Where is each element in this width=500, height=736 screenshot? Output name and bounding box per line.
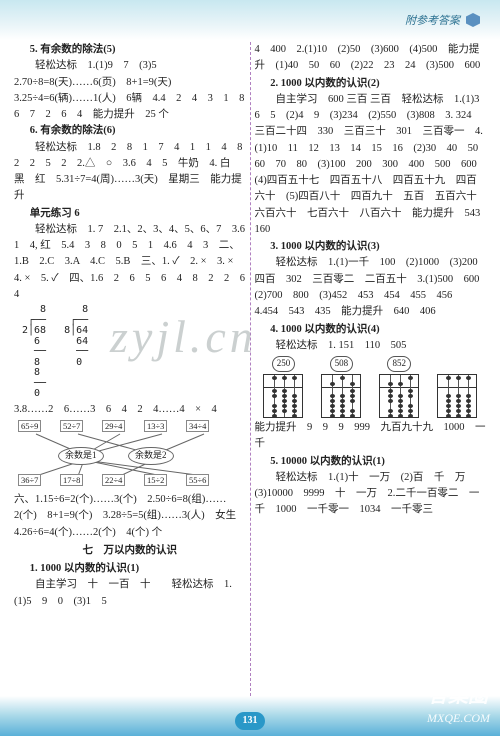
net-top-3: 13÷3 [144, 420, 167, 432]
body-text: 轻松达标 1. 151 110 505 [255, 340, 407, 351]
body-text: 能力提升 9 9 9 999 九百九十九 1000 一千 [255, 422, 486, 449]
abacus-frame [379, 374, 419, 418]
left-column: 5. 有余数的除法(5) 轻松达标 1.(1)9 7 (3)5 2.70÷8=8… [14, 42, 246, 696]
net-bot-1: 17÷8 [60, 474, 83, 486]
right-column: 4 400 2.(1)10 (2)50 (3)600 (4)500 能力提升 (… [255, 42, 487, 696]
body-text: 六、1.15÷6=2(个)……3(个) 2.50÷6=8(组)……2(个) 8+… [14, 494, 247, 538]
section-title: 3. 1000 以内数的认识(3) [255, 239, 487, 255]
abacus: 852 [378, 356, 420, 418]
section-title: 4. 1000 以内数的认识(4) [255, 322, 487, 338]
abacus [436, 374, 478, 418]
net-bot-4: 55÷6 [186, 474, 209, 486]
long-division-2: 8 ┌── 8│64 64 ── 0 [64, 305, 88, 400]
section-title: 5. 10000 以内数的认识(1) [255, 454, 487, 470]
section-title: 6. 有余数的除法(6) [14, 123, 246, 139]
net-top-4: 34÷4 [186, 420, 209, 432]
net-mid-1: 余数是2 [128, 447, 174, 465]
pencil-icon [466, 13, 480, 27]
body-text: 4 400 2.(1)10 (2)50 (3)600 (4)500 能力提升 (… [255, 44, 481, 71]
section-title: 5. 有余数的除法(5) [14, 42, 246, 58]
abacus-frame [263, 374, 303, 418]
net-top-1: 52÷7 [60, 420, 83, 432]
abacus: 508 [320, 356, 362, 418]
net-bot-0: 36÷7 [18, 474, 41, 486]
body-text: 自主学习 十 一百 十 轻松达标 1.(1)5 9 0 (3)1 5 [14, 579, 232, 606]
body-text: 轻松达标 1.(1)9 7 (3)5 2.70÷8=8(天)……6(页) 8+1… [14, 60, 255, 120]
body-text: 自主学习 600 三百 三百 轻松达标 1.(1)3 6 5 (2)4 9 (3… [255, 94, 491, 235]
net-bot-2: 22÷4 [102, 474, 125, 486]
abacus-value-bubble: 852 [387, 356, 411, 372]
body-text: 3.8……2 6……3 6 4 2 4……4 × 4 [14, 404, 217, 415]
body-text: 轻松达标 1.8 2 8 1 7 4 1 1 4 8 2 2 5 2 2.△ ○… [14, 142, 253, 202]
section-title: 2. 1000 以内数的认识(2) [255, 76, 487, 92]
abacus: 250 [262, 356, 304, 418]
column-divider [250, 42, 251, 696]
abacus-frame [321, 374, 361, 418]
section-title: 单元练习 6 [14, 206, 246, 222]
long-division-1: 8 ┌── 2│68 6 ── 8 8 ── 0 [22, 305, 46, 400]
page-header: 附参考答案 [0, 0, 500, 40]
abacus-row: 250 508 852 [255, 356, 487, 418]
body-text: 轻松达标 1.(1)一千 100 (2)1000 (3)200 四百 302 三… [255, 257, 490, 317]
net-top-0: 65÷9 [18, 420, 41, 432]
abacus-value-bubble: 508 [330, 356, 354, 372]
net-bot-3: 15÷2 [144, 474, 167, 486]
matching-diagram: 65÷9 52÷7 29÷4 13÷3 34÷4 余数是1 余数是2 36÷7 … [14, 420, 246, 490]
abacus-value-bubble: 250 [272, 356, 296, 372]
header-title: 附参考答案 [405, 12, 460, 28]
content-columns: 5. 有余数的除法(5) 轻松达标 1.(1)9 7 (3)5 2.70÷8=8… [14, 42, 486, 696]
body-text: 轻松达标 1. 7 2.1、2、3、4、5、6、7 3.6 1 4, 红 5.4… [14, 224, 256, 300]
net-mid-0: 余数是1 [58, 447, 104, 465]
chapter-title: 七 万以内数的认识 [14, 543, 246, 559]
net-top-2: 29÷4 [102, 420, 125, 432]
page-number-badge: 131 [235, 712, 265, 730]
abacus-frame [437, 374, 477, 418]
body-text: 轻松达标 1.(1)十 一万 (2)百 千 万 (3)10000 9999 十 … [255, 472, 480, 516]
subsection-title: 1. 1000 以内数的认识(1) [14, 561, 246, 577]
